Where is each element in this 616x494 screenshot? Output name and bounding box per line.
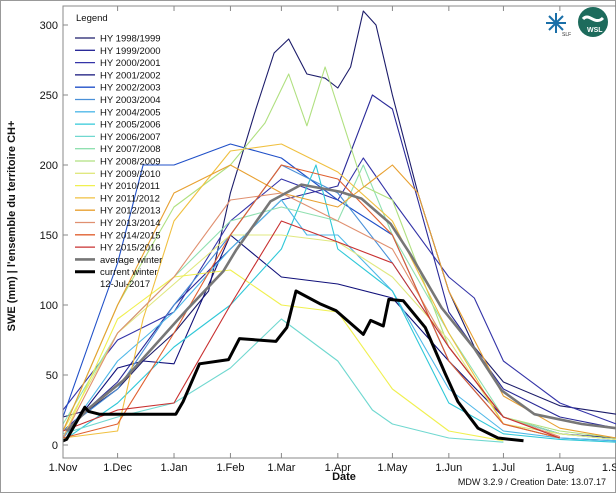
legend-current-date: 12-Jul-2017: [100, 279, 150, 290]
legend-title: Legend: [76, 13, 108, 24]
slf-text: SLF: [562, 32, 571, 38]
y-tick-label: 150: [40, 230, 58, 242]
x-tick-label: 1.Nov: [49, 462, 78, 474]
x-tick-label: 1.Dec: [103, 462, 132, 474]
legend-entry: current winter: [100, 267, 158, 278]
legend-entry: HY 2007/2008: [100, 144, 161, 155]
snowflake-icon: [546, 13, 566, 33]
x-tick-label: 1.Aug: [545, 462, 574, 474]
legend-entry: HY 2014/2015: [100, 230, 161, 241]
legend-entry: HY 2013/2014: [100, 218, 161, 229]
series-line-hy-2004-2005: [62, 199, 616, 442]
series-line-current-winter: [62, 289, 524, 443]
x-tick-label: 1.Sep: [602, 462, 616, 474]
creation-credit: MDW 3.2.9 / Creation Date: 13.07.17: [458, 477, 606, 487]
y-tick-label: 200: [40, 160, 58, 172]
legend-entry: HY 2000/2001: [100, 58, 161, 69]
legend-entry: HY 2004/2005: [100, 107, 161, 118]
legend-entry: HY 2002/2003: [100, 83, 161, 94]
x-tick-label: 1.Jan: [161, 462, 188, 474]
wsl-circle-icon: [578, 7, 608, 37]
legend-entry: HY 2003/2004: [100, 95, 161, 106]
wsl-text: WSL: [587, 27, 603, 34]
legend-entry: HY 2009/2010: [100, 169, 161, 180]
legend-entry: HY 2008/2009: [100, 157, 161, 168]
legend-entry: HY 2012/2013: [100, 206, 161, 217]
y-axis-label: SWE (mm) | l'ensemble du territoire CH+: [6, 121, 18, 332]
series-line-hy-2010-2011: [62, 269, 504, 442]
series-line-hy-2011-2012: [62, 143, 561, 439]
y-tick-label: 50: [46, 370, 58, 382]
legend-entry: HY 2010/2011: [100, 181, 160, 192]
x-axis-label: Date: [332, 471, 356, 483]
wsl-logo: WSL: [578, 7, 608, 37]
x-tick-label: 1.Feb: [216, 462, 244, 474]
legend-entry: HY 2006/2007: [100, 132, 161, 143]
x-tick-label: 1.Mar: [267, 462, 295, 474]
series-line-hy-2005-2006: [62, 164, 616, 443]
y-axis: 0 50 100 150 200 250 300: [40, 20, 68, 452]
y-tick-label: 300: [40, 20, 58, 32]
series-line-average-winter: [65, 183, 616, 432]
legend-entry: HY 1998/1999: [100, 34, 161, 45]
series-line-hy-1998-1999: [62, 10, 616, 418]
legend-entry: HY 2001/2002: [100, 70, 161, 81]
x-tick-label: 1.Apr: [325, 462, 352, 474]
slf-logo: SLF: [546, 13, 571, 38]
series-layer: [62, 10, 616, 443]
series-line-hy-2015-2016: [62, 220, 561, 439]
y-tick-label: 100: [40, 300, 58, 312]
legend-entry: HY 1999/2000: [100, 46, 161, 57]
x-tick-label: 1.May: [377, 462, 407, 474]
series-line-hy-2012-2013: [62, 164, 616, 439]
plot-frame: [62, 5, 616, 459]
x-axis: 1.Nov 1.Dec 1.Jan 1.Feb 1.Mar 1.Apr 1.May 1.Jun…: [49, 6, 616, 474]
legend-entry: HY 2005/2006: [100, 120, 161, 131]
x-tick-label: 1.Jul: [492, 462, 515, 474]
x-tick-label: 1.Jun: [435, 462, 462, 474]
legend-entry: HY 2011/2012: [100, 193, 160, 204]
y-tick-label: 0: [52, 440, 58, 452]
legend-entry: HY 2015/2016: [100, 243, 161, 254]
series-line-hy-2006-2007: [62, 318, 504, 443]
legend-entry: average winter: [100, 255, 162, 266]
y-tick-label: 250: [40, 90, 58, 102]
series-line-hy-2014-2015: [62, 164, 561, 439]
